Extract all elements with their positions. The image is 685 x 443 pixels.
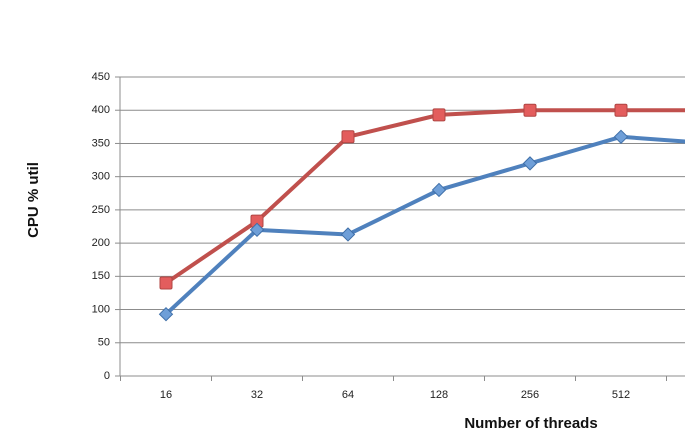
data-point-diamond [340,227,356,242]
x-axis-title: Number of threads [464,415,597,432]
x-tick-label: 32 [251,389,263,401]
y-tick-labels: 0 50 100 150 200 250 300 350 400 450 [92,71,110,382]
y-tick-label: 50 [98,337,110,349]
y-tick-label: 450 [92,71,110,83]
data-point-square [523,103,537,117]
y-tick-label: 400 [92,104,110,116]
x-tick-label: 128 [430,389,448,401]
y-tick-label: 150 [92,270,110,282]
data-point-diamond [431,182,447,198]
x-tick-labels: 16 32 64 128 256 512 [160,389,630,401]
y-tick-label: 250 [92,204,110,216]
data-point-diamond [522,156,538,171]
x-tick-label: 256 [521,389,539,401]
x-tick-label: 512 [612,389,630,401]
axes [115,76,685,381]
series [158,103,685,322]
y-tick-label: 100 [92,303,110,315]
data-point-square [614,103,628,117]
series-line-2 [164,134,685,316]
y-tick-label: 300 [92,171,110,183]
x-tick-label: 64 [342,389,354,401]
data-point-diamond [249,222,265,238]
data-point-square [341,130,355,144]
y-tick-label: 350 [92,137,110,149]
y-axis-title: CPU % util [25,162,42,238]
data-point-square [432,108,446,122]
data-point-square [159,276,173,290]
y-tick-label: 0 [104,370,110,382]
data-point-diamond [158,306,174,322]
x-tick-label: 16 [160,389,172,401]
y-tick-label: 200 [92,237,110,249]
data-point-diamond [613,129,629,145]
